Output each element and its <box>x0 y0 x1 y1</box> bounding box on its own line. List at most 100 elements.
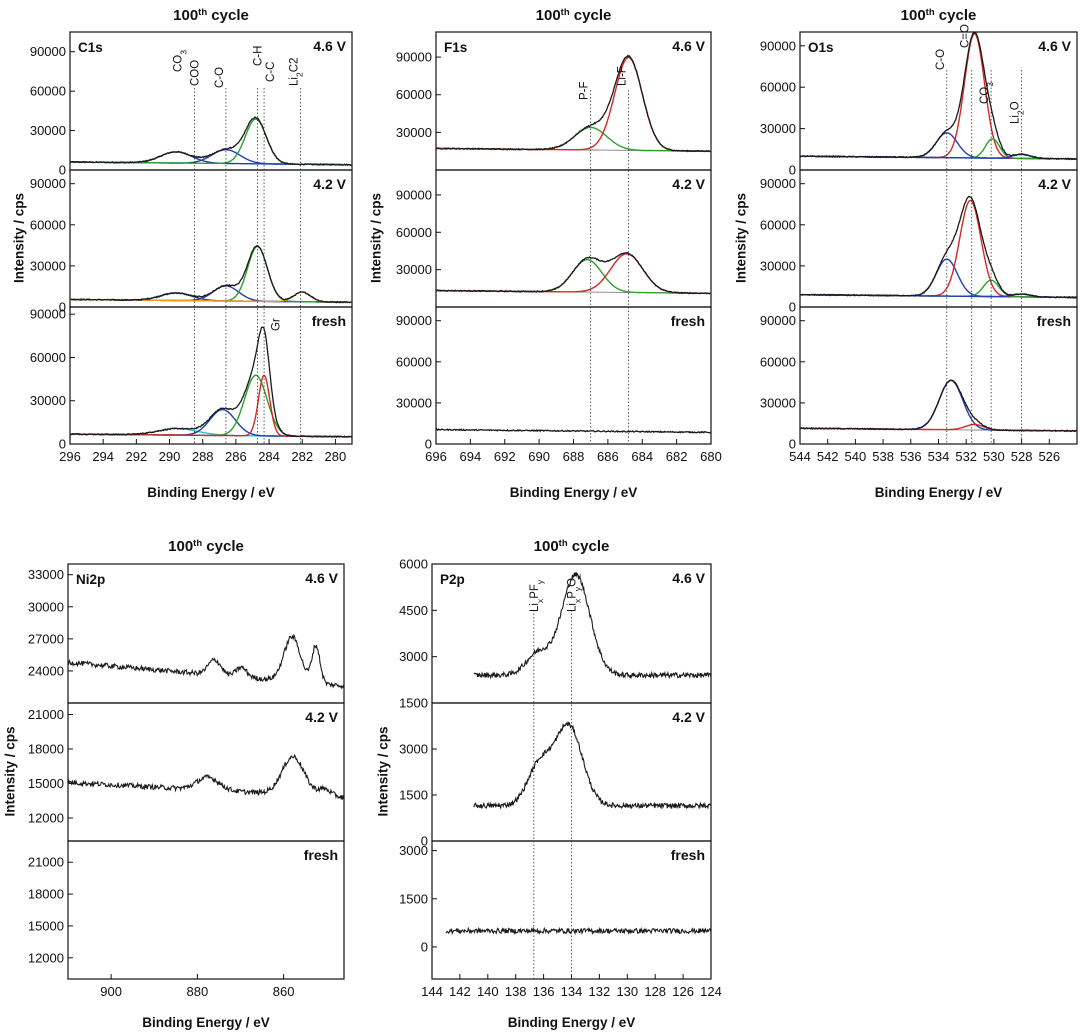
y-tick-label: 90000 <box>760 176 796 191</box>
fit-component <box>799 379 1077 432</box>
fit-component <box>69 374 352 438</box>
fit-component <box>800 258 1077 299</box>
x-tick-label: 140 <box>477 984 499 999</box>
element-label: C1s <box>78 40 103 55</box>
chart-ni2p: 100th cycle Binding Energy / eV Intensity … <box>3 538 345 1030</box>
panel-fresh: 0 30000 60000 90000 fresh <box>396 306 712 452</box>
x-tick-label: 142 <box>449 984 471 999</box>
y-axis-label: Intensity / cps <box>12 193 27 283</box>
panel-fresh: 0 1500 3000 fresh <box>399 840 712 980</box>
y-tick-label: 30000 <box>760 258 796 273</box>
panel-frame <box>435 169 712 308</box>
panel-4.6v: 24000 27000 30000 33000 4.6 V <box>28 563 345 704</box>
y-tick-label: 0 <box>59 300 66 315</box>
y-tick-label: 3000 <box>399 843 428 858</box>
chart-o1s: 100th cycle Binding Energy / eV Intensity … <box>734 7 1078 500</box>
x-tick-label: 684 <box>631 449 653 464</box>
x-tick-label: 130 <box>616 984 638 999</box>
x-tick-label: 138 <box>505 984 527 999</box>
y-tick-label: 30000 <box>30 123 66 138</box>
panel-4.6v: 30000 60000 90000 4.6 V <box>396 31 712 171</box>
y-tick-label: 15000 <box>28 776 64 791</box>
y-tick-label: 27000 <box>28 631 64 646</box>
fit-component <box>800 199 1077 299</box>
x-tick-label: 128 <box>644 984 666 999</box>
x-axis-label: Binding Energy / eV <box>875 485 1003 500</box>
panel-frame <box>799 169 1078 308</box>
panel-4.6v: 0 30000 60000 90000 4.6 V <box>760 31 1078 178</box>
x-tick-label: 680 <box>700 449 722 464</box>
spectrum-line <box>445 926 712 936</box>
y-tick-label: 0 <box>789 300 796 315</box>
panel-frame <box>67 840 345 980</box>
state-label: 4.6 V <box>672 38 705 54</box>
state-label: fresh <box>671 847 705 863</box>
panel-frame <box>69 169 353 308</box>
x-tick-label: 542 <box>817 449 839 464</box>
y-tick-label: 60000 <box>396 225 432 240</box>
y-axis-label: Intensity / cps <box>3 726 18 816</box>
peak-label: Li2C2 <box>289 58 305 86</box>
spectrum-line <box>67 633 345 690</box>
panel-frame <box>69 306 353 445</box>
y-axis-label: Intensity / cps <box>376 726 391 816</box>
annotation-label: Gr <box>271 318 283 331</box>
panel-frame <box>435 306 712 445</box>
fit-component <box>69 408 352 438</box>
y-axis-label: Intensity / cps <box>369 193 384 283</box>
y-tick-label: 0 <box>59 437 66 452</box>
x-tick-label: 144 <box>421 984 443 999</box>
spectrum-line <box>435 54 712 153</box>
y-tick-label: 21000 <box>28 707 64 722</box>
x-axis-label: Binding Energy / eV <box>510 485 638 500</box>
y-tick-label: 0 <box>789 437 796 452</box>
x-tick-label: 292 <box>126 449 148 464</box>
peak-label: LixPyOz <box>567 574 583 612</box>
y-tick-label: 90000 <box>396 313 432 328</box>
y-tick-label: 1500 <box>399 788 428 803</box>
panel-fresh: 0 30000 60000 90000 fresh <box>30 306 353 452</box>
y-tick-label: 6000 <box>399 557 428 572</box>
peak-label: C-H <box>252 46 264 66</box>
peak-label: P-F <box>579 81 591 100</box>
y-tick-label: 90000 <box>30 307 66 322</box>
panel-fresh: 12000 15000 18000 21000 fresh <box>28 840 345 980</box>
state-label: 4.2 V <box>305 709 338 725</box>
peak-label: C-O <box>935 49 947 70</box>
y-tick-label: 18000 <box>28 742 64 757</box>
y-tick-label: 30000 <box>760 121 796 136</box>
peak-label: LixPFy <box>529 579 545 612</box>
panel-fresh: 0 30000 60000 90000 fresh <box>760 306 1078 452</box>
x-tick-label: 294 <box>92 449 114 464</box>
y-tick-label: 30000 <box>28 599 64 614</box>
peak-label: C=O <box>960 24 972 48</box>
chart-title: 100th cycle <box>901 7 977 25</box>
y-tick-label: 90000 <box>396 187 432 202</box>
y-tick-label: 15000 <box>28 918 64 933</box>
panel-4.6v: 0 30000 60000 90000 4.6 V <box>30 31 353 178</box>
y-tick-label: 1500 <box>399 696 428 711</box>
x-axis-label: Binding Energy / eV <box>147 485 275 500</box>
x-tick-label: 900 <box>100 984 122 999</box>
y-tick-label: 0 <box>421 939 428 954</box>
y-tick-label: 60000 <box>760 354 796 369</box>
y-tick-label: 90000 <box>30 176 66 191</box>
y-tick-label: 1500 <box>399 891 428 906</box>
y-tick-label: 30000 <box>396 262 432 277</box>
fit-component <box>800 132 1077 160</box>
peak-label: C-O <box>214 67 226 88</box>
state-label: 4.2 V <box>672 709 705 725</box>
y-tick-label: 33000 <box>28 567 64 582</box>
panel-frame <box>67 563 345 704</box>
x-tick-label: 688 <box>563 449 585 464</box>
peak-label: C-C <box>265 62 277 82</box>
panel-frame <box>799 306 1078 445</box>
x-tick-label: 532 <box>955 449 977 464</box>
element-label: P2p <box>440 572 465 587</box>
spectrum-line <box>473 720 711 810</box>
x-tick-label: 538 <box>872 449 894 464</box>
x-tick-label: 296 <box>59 449 81 464</box>
panel-4.2v: 12000 15000 18000 21000 4.2 V <box>28 702 345 842</box>
state-label: fresh <box>671 313 705 329</box>
fit-component <box>436 259 711 294</box>
